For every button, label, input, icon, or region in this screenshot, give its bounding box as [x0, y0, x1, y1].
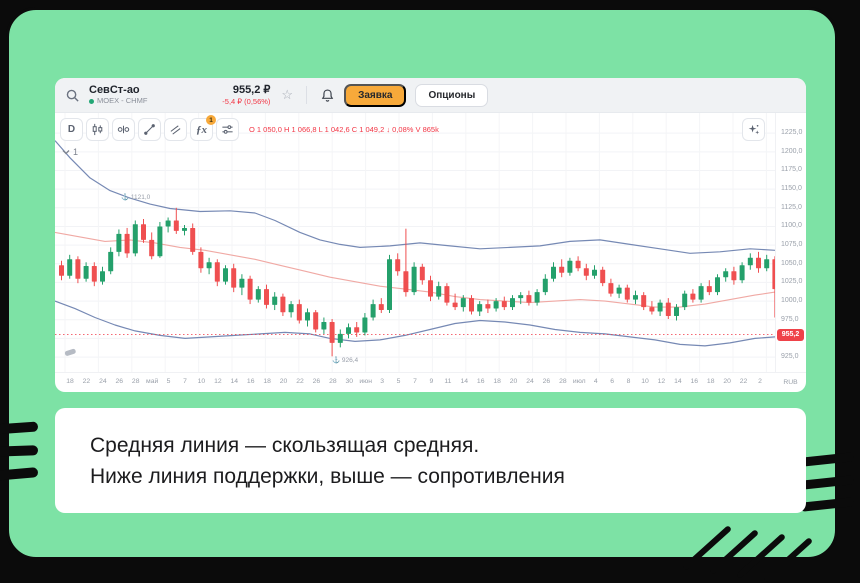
symbol-name: СевСт-ао — [89, 84, 140, 97]
time-axis-label: 18 — [493, 378, 501, 385]
candlestick-plot[interactable]: ⚓ 1121,0 ⚓ 926,4 — [55, 113, 778, 372]
price-axis-label: 1025,0 — [781, 278, 803, 286]
speed-line-left — [0, 445, 39, 457]
sparkles-icon[interactable] — [742, 118, 765, 141]
price-block: 955,2 ₽ -5,4 ₽ (0,56%) — [192, 84, 270, 106]
svg-text:⚓ 926,4: ⚓ 926,4 — [332, 356, 359, 364]
time-axis-label: 2 — [758, 378, 762, 385]
quote-header: СевСт-ао MOEX - CHMF 955,2 ₽ -5,4 ₽ (0,5… — [55, 78, 806, 113]
time-axis-label: 7 — [183, 378, 187, 385]
chart-type-icon[interactable] — [86, 118, 109, 141]
time-axis-label: 12 — [214, 378, 222, 385]
indicators-button[interactable]: ƒx 1 — [190, 115, 216, 141]
time-axis-label: 20 — [723, 378, 731, 385]
time-axis-label: 18 — [263, 378, 271, 385]
price-axis-label: 1125,0 — [781, 203, 802, 211]
time-axis-label: 20 — [279, 378, 288, 385]
order-button[interactable]: Заявка — [344, 83, 407, 107]
time-axis-label: 24 — [526, 378, 534, 385]
time-axis-label: 10 — [641, 378, 649, 385]
time-axis-label: 4 — [593, 378, 598, 385]
currency-label: RUB — [775, 372, 806, 392]
options-button[interactable]: Опционы — [415, 83, 489, 107]
price-axis-label: 1050,0 — [781, 259, 803, 267]
time-axis-label: 6 — [610, 378, 615, 385]
time-axis-label: 28 — [559, 378, 567, 385]
time-axis-label: 12 — [657, 378, 666, 385]
price-axis-label: 975,0 — [781, 315, 799, 323]
time-axis-label: 22 — [739, 378, 748, 385]
time-axis-label: 11 — [444, 378, 452, 385]
interval-button[interactable]: D — [60, 118, 83, 141]
time-axis-label: 20 — [509, 378, 518, 385]
price-axis-label: 925,0 — [781, 353, 799, 361]
time-axis-label: 10 — [197, 378, 206, 385]
last-price-tag: 955,2 — [777, 328, 804, 341]
time-axis-label: 28 — [131, 378, 140, 385]
price-axis-label: 1200,0 — [781, 147, 803, 155]
time-axis-label: 3 — [380, 378, 385, 385]
time-axis-label: июл — [572, 378, 586, 385]
time-axis-label: 5 — [166, 378, 171, 385]
price-axis-label: 1075,0 — [781, 241, 803, 249]
caption-card: Средняя линия — скользящая средняя. Ниже… — [55, 408, 806, 513]
time-axis-label: 8 — [626, 378, 631, 385]
time-axis-label: 16 — [246, 378, 255, 385]
price-value: 955,2 ₽ — [232, 83, 271, 96]
time-axis-label: 28 — [329, 378, 337, 385]
indicator-count-badge: 1 — [206, 115, 216, 125]
chart-area[interactable]: D — [55, 113, 806, 392]
time-axis-label: 14 — [230, 378, 239, 385]
price-axis-label: 1100,0 — [781, 222, 802, 230]
time-axis-label: 22 — [82, 378, 91, 385]
price-axis-label: 1175,0 — [781, 166, 802, 174]
time-axis-label: 7 — [413, 378, 417, 385]
chart-toolbar: D — [60, 115, 439, 141]
channel-draw-icon[interactable] — [164, 118, 187, 141]
price-axis-label: 1000,0 — [781, 297, 803, 305]
caption-line-1: Средняя линия — скользящая средняя. — [90, 434, 480, 457]
time-axis-label: 24 — [99, 378, 107, 385]
indicator-count: 1 — [73, 147, 79, 157]
header-divider — [306, 86, 308, 104]
indicator-collapse-pill[interactable]: 1 — [62, 147, 78, 157]
time-axis-label: 16 — [476, 378, 485, 385]
trendline-icon[interactable] — [138, 118, 161, 141]
compare-icon[interactable] — [112, 118, 135, 141]
time-axis-label: 14 — [460, 378, 469, 385]
time-axis-label: 16 — [690, 378, 699, 385]
price-change: -5,4 ₽ (0,56%) — [222, 97, 271, 107]
time-axis-label: май — [146, 378, 159, 385]
time-axis-label: 26 — [312, 378, 321, 385]
chevron-down-icon — [62, 150, 70, 155]
time-axis-label: 5 — [396, 378, 401, 385]
price-axis[interactable]: 1225,0 1200,0 1175,0 1150,0 1125,0 1100,0 1075… — [775, 113, 806, 372]
time-axis[interactable]: 18 22 24 26 28 май 5 7 10 12 14 16 18 20 22 26 28 30 июн 3 5… — [55, 372, 775, 392]
time-axis-label: 14 — [674, 378, 682, 385]
time-axis-label: 9 — [429, 378, 434, 385]
time-axis-label: июн — [359, 378, 373, 385]
price-axis-label: 1150,0 — [781, 185, 802, 193]
time-axis-label: 22 — [296, 378, 304, 385]
trading-chart-card: СевСт-ао MOEX - CHMF 955,2 ₽ -5,4 ₽ (0,5… — [55, 78, 806, 392]
caption-line-2: Ниже линия поддержки, выше — сопротивлен… — [90, 465, 565, 488]
ohlc-legend: O 1 050,0 H 1 066,8 L 1 042,6 C 1 049,2 … — [249, 125, 439, 134]
search-icon[interactable] — [65, 88, 80, 103]
exchange-status-dot — [89, 98, 94, 104]
alert-bell-icon[interactable] — [320, 88, 335, 103]
time-axis-label: 30 — [345, 378, 354, 385]
time-axis-label: 18 — [66, 378, 74, 385]
eraser-icon[interactable] — [63, 346, 77, 364]
exchange-label: MOEX - CHMF — [97, 96, 148, 105]
favorite-star-icon[interactable]: ☆ — [281, 87, 294, 102]
symbol-block[interactable]: СевСт-ао MOEX - CHMF — [89, 84, 147, 105]
svg-text:⚓ 1121,0: ⚓ 1121,0 — [121, 193, 151, 201]
time-axis-label: 26 — [115, 378, 124, 385]
time-axis-label: 26 — [542, 378, 551, 385]
time-axis-label: 18 — [706, 378, 715, 385]
price-axis-label: 1225,0 — [781, 129, 803, 137]
settings-sliders-icon[interactable] — [216, 118, 239, 141]
